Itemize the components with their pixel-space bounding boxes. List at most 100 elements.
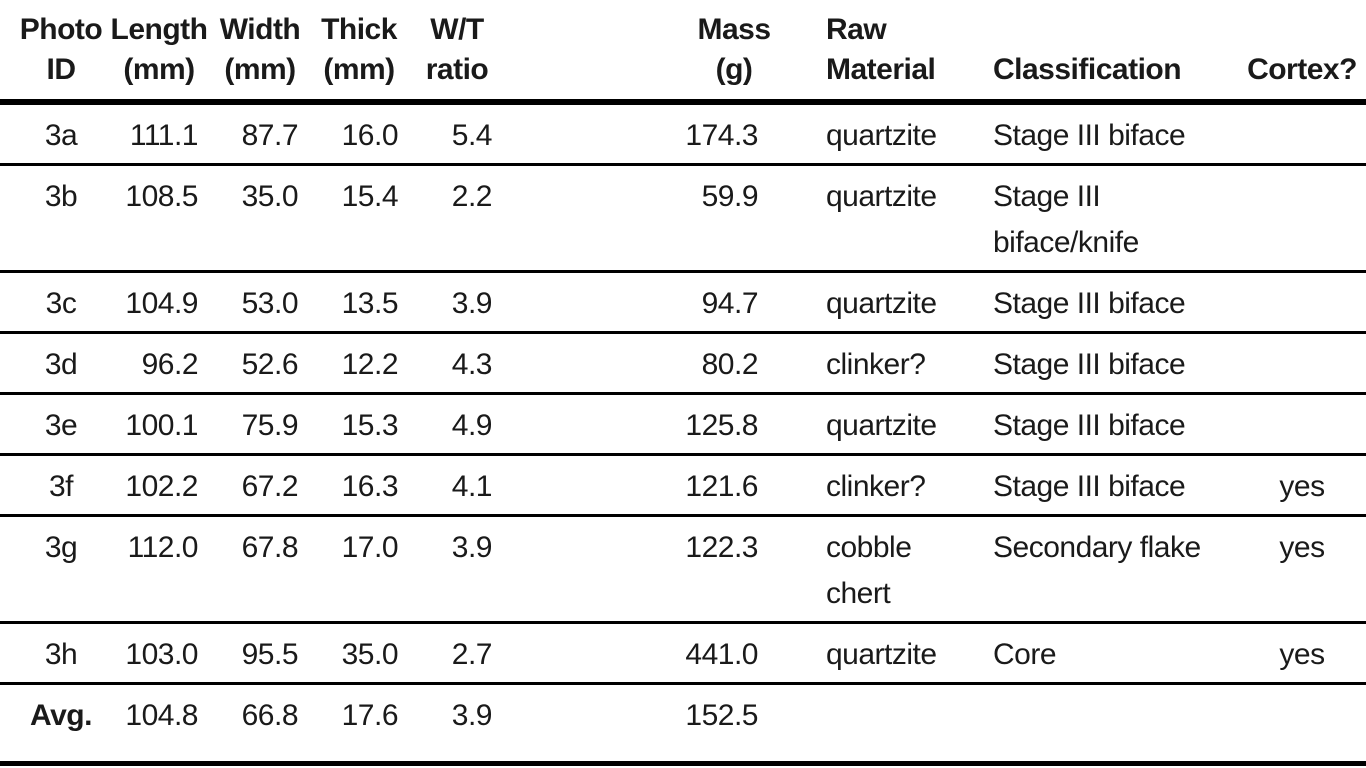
cell-cortex [1238,393,1366,456]
cell-mass: 121.6 [506,454,792,517]
cell-raw-material: cobble chert [792,515,958,624]
col-header-length: Length (mm) [108,0,210,105]
cell-width: 67.2 [210,454,310,517]
cell-classification [958,683,1238,766]
cell-cortex: yes [1238,622,1366,685]
cell-wt-ratio: 3.9 [408,683,506,766]
cell-classification: Stage III biface [958,393,1238,456]
col-header-cortex: Cortex? [1238,0,1366,105]
cell-wt-ratio: 4.3 [408,332,506,395]
cell-photo-id: 3h [0,622,108,685]
cell-mass: 125.8 [506,393,792,456]
cell-width: 52.6 [210,332,310,395]
table-row: 3g 112.0 67.8 17.0 3.9 122.3 cobble cher… [0,515,1366,624]
cell-length: 103.0 [108,622,210,685]
cell-photo-id: 3g [0,515,108,624]
cell-thick: 15.3 [310,393,408,456]
table-row: 3f 102.2 67.2 16.3 4.1 121.6 clinker? St… [0,454,1366,517]
cell-photo-id: 3a [0,102,108,166]
table-row: 3h 103.0 95.5 35.0 2.7 441.0 quartzite C… [0,622,1366,685]
cell-width: 87.7 [210,102,310,166]
cell-raw-material: clinker? [792,454,958,517]
cell-length: 108.5 [108,164,210,273]
cell-classification: Stage III biface [958,332,1238,395]
cell-width: 66.8 [210,683,310,766]
cell-width: 53.0 [210,271,310,334]
cell-raw-material: clinker? [792,332,958,395]
cell-length: 104.8 [108,683,210,766]
cell-mass: 174.3 [506,102,792,166]
cell-length: 112.0 [108,515,210,624]
table-body: 3a 111.1 87.7 16.0 5.4 174.3 quartzite S… [0,102,1366,766]
cell-mass: 80.2 [506,332,792,395]
table-row: 3e 100.1 75.9 15.3 4.9 125.8 quartzite S… [0,393,1366,456]
cell-mass: 59.9 [506,164,792,273]
cell-photo-id: 3b [0,164,108,273]
cell-raw-material: quartzite [792,271,958,334]
cell-thick: 12.2 [310,332,408,395]
cell-thick: 35.0 [310,622,408,685]
cell-length: 100.1 [108,393,210,456]
col-header-mass: Mass (g) [506,0,792,105]
col-header-classification: Classification [958,0,1238,105]
cell-mass: 441.0 [506,622,792,685]
table-summary-row: Avg. 104.8 66.8 17.6 3.9 152.5 [0,683,1366,766]
cell-cortex [1238,683,1366,766]
cell-cortex [1238,164,1366,273]
cell-classification: Stage III biface [958,454,1238,517]
cell-thick: 13.5 [310,271,408,334]
cell-wt-ratio: 5.4 [408,102,506,166]
cell-cortex: yes [1238,515,1366,624]
cell-length: 104.9 [108,271,210,334]
col-header-raw-material: Raw Material [792,0,958,105]
cell-length: 102.2 [108,454,210,517]
cell-thick: 16.0 [310,102,408,166]
cell-wt-ratio: 4.1 [408,454,506,517]
cell-avg-label: Avg. [0,683,108,766]
cell-photo-id: 3e [0,393,108,456]
cell-thick: 17.0 [310,515,408,624]
table-row: 3b 108.5 35.0 15.4 2.2 59.9 quartzite St… [0,164,1366,273]
table-row: 3a 111.1 87.7 16.0 5.4 174.3 quartzite S… [0,102,1366,166]
table-row: 3d 96.2 52.6 12.2 4.3 80.2 clinker? Stag… [0,332,1366,395]
col-header-thick: Thick (mm) [310,0,408,105]
cell-classification: Stage III biface [958,271,1238,334]
cell-photo-id: 3f [0,454,108,517]
cell-raw-material: quartzite [792,622,958,685]
cell-raw-material: quartzite [792,164,958,273]
cell-thick: 15.4 [310,164,408,273]
cell-classification: Secondary flake [958,515,1238,624]
cell-classification: Stage III biface/knife [958,164,1238,273]
table-header: Photo ID Length (mm) Width (mm) Thick (m… [0,0,1366,105]
cell-classification: Stage III biface [958,102,1238,166]
cell-cortex [1238,332,1366,395]
cell-wt-ratio: 4.9 [408,393,506,456]
col-header-width: Width (mm) [210,0,310,105]
cell-width: 35.0 [210,164,310,273]
col-header-wt-ratio: W/T ratio [408,0,506,105]
cell-cortex: yes [1238,454,1366,517]
cell-width: 67.8 [210,515,310,624]
cell-raw-material: quartzite [792,102,958,166]
cell-classification: Core [958,622,1238,685]
table-header-row: Photo ID Length (mm) Width (mm) Thick (m… [0,0,1366,105]
cell-cortex [1238,102,1366,166]
cell-thick: 16.3 [310,454,408,517]
cell-wt-ratio: 2.7 [408,622,506,685]
cell-wt-ratio: 2.2 [408,164,506,273]
cell-mass: 122.3 [506,515,792,624]
cell-width: 75.9 [210,393,310,456]
cell-width: 95.5 [210,622,310,685]
cell-thick: 17.6 [310,683,408,766]
cell-photo-id: 3d [0,332,108,395]
cell-raw-material [792,683,958,766]
cell-raw-material: quartzite [792,393,958,456]
cell-wt-ratio: 3.9 [408,271,506,334]
cell-wt-ratio: 3.9 [408,515,506,624]
cell-photo-id: 3c [0,271,108,334]
table-row: 3c 104.9 53.0 13.5 3.9 94.7 quartzite St… [0,271,1366,334]
cell-cortex [1238,271,1366,334]
cell-length: 111.1 [108,102,210,166]
cell-length: 96.2 [108,332,210,395]
